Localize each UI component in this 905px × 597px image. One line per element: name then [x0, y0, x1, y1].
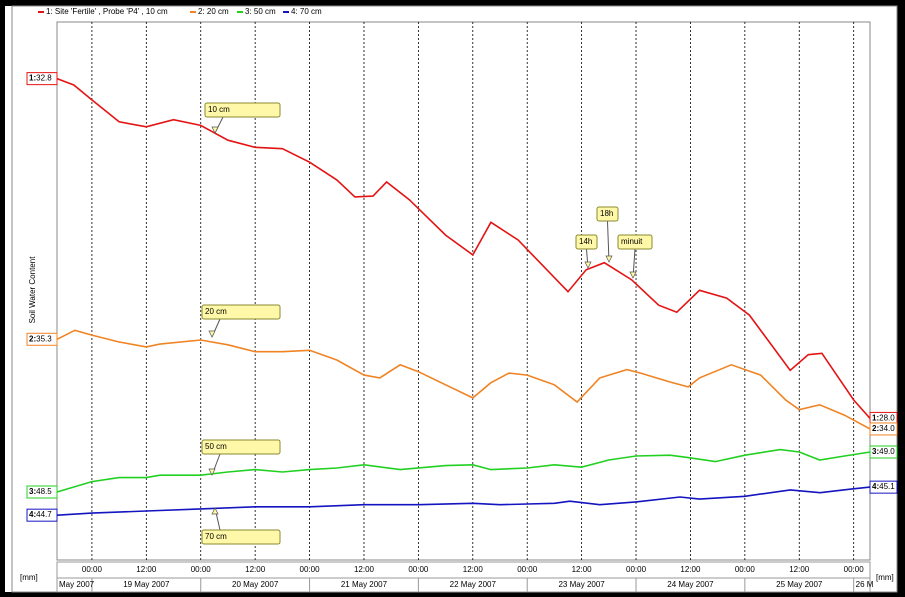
- date-label: 26 M: [856, 580, 874, 589]
- annotation-box: [201, 529, 281, 545]
- value-label: 2:35.3: [29, 334, 52, 343]
- x-tick-label: 12:00: [463, 565, 484, 574]
- annotation-box: [201, 439, 281, 455]
- annotation-box: [575, 234, 598, 250]
- x-tick-label: 00:00: [82, 565, 103, 574]
- value-label: 3:48.5: [29, 487, 52, 496]
- unit-right: [mm]: [876, 573, 894, 582]
- date-label: 23 May 2007: [558, 580, 605, 589]
- date-label: 19 May 2007: [123, 580, 170, 589]
- x-tick-label: 00:00: [300, 565, 321, 574]
- series-id: 1:: [29, 74, 36, 83]
- value-label-box: [869, 445, 898, 459]
- date-label: 22 May 2007: [450, 580, 497, 589]
- x-tick-label: 00:00: [844, 565, 865, 574]
- x-tick-label: 12:00: [354, 565, 375, 574]
- annotation-arrow: [208, 468, 216, 476]
- annotation-text: minuit: [621, 237, 643, 246]
- annotation-box: [617, 234, 653, 250]
- series-id: 3:: [872, 447, 879, 456]
- annotation-arrow: [211, 507, 219, 515]
- date-row: [56, 577, 871, 593]
- date-label: 25 May 2007: [776, 580, 823, 589]
- annotation-leader: [607, 220, 610, 263]
- series-id: 1:: [872, 414, 879, 423]
- date-label: 24 May 2007: [667, 580, 714, 589]
- x-tick-label: 12:00: [572, 565, 593, 574]
- series-id: 4:: [29, 510, 36, 519]
- annotation-arrow: [629, 271, 637, 279]
- value-label: 1:28.0: [872, 414, 895, 423]
- x-tick-label: 00:00: [626, 565, 647, 574]
- value-label: 4:44.7: [29, 510, 52, 519]
- x-tick-label: 00:00: [735, 565, 756, 574]
- value-label-box: [26, 332, 58, 346]
- x-tick-label: 00:00: [408, 565, 429, 574]
- legend-label: 2: 20 cm: [198, 7, 229, 16]
- x-tick-label: 00:00: [517, 565, 538, 574]
- value-label-box: [869, 422, 898, 436]
- plot-area: [56, 21, 871, 561]
- series-line: [56, 77, 871, 419]
- annotation-text: 10 cm: [208, 105, 230, 114]
- value-label: 4:45.1: [872, 482, 895, 491]
- legend-label: 3: 50 cm: [245, 7, 276, 16]
- value-label-box: [26, 72, 58, 86]
- value-text: 44.7: [36, 510, 52, 519]
- y-axis-label: Soil Water Content: [28, 256, 37, 324]
- legend-label: 4: 70 cm: [291, 7, 322, 16]
- value-text: 45.1: [879, 482, 895, 491]
- date-label: 20 May 2007: [232, 580, 279, 589]
- series-id: 4:: [872, 482, 879, 491]
- series-id: 2:: [872, 424, 879, 433]
- series-id: 2:: [29, 334, 36, 343]
- annotation-text: 70 cm: [205, 532, 227, 541]
- x-tick-label: 12:00: [136, 565, 157, 574]
- date-label: May 2007: [59, 580, 95, 589]
- value-text: 48.5: [36, 487, 52, 496]
- annotation-arrow: [605, 255, 613, 263]
- series-id: 3:: [29, 487, 36, 496]
- series-line: [56, 486, 871, 516]
- annotation-text: 50 cm: [205, 442, 227, 451]
- x-tick-label: 12:00: [680, 565, 701, 574]
- annotation-arrow: [211, 126, 219, 134]
- x-tick-label: 12:00: [789, 565, 810, 574]
- annotation-arrow: [584, 261, 592, 269]
- value-label-box: [26, 508, 58, 522]
- value-label-box: [26, 485, 58, 499]
- annotation-arrow: [208, 330, 216, 338]
- series-line: [56, 329, 871, 430]
- legend-label: 1: Site 'Fertile' , Probe 'P4' , 10 cm: [46, 7, 168, 16]
- value-text: 32.8: [36, 74, 52, 83]
- x-tick-label: 12:00: [245, 565, 266, 574]
- annotation-text: 14h: [579, 237, 592, 246]
- annotation-box: [201, 304, 281, 320]
- value-text: 28.0: [879, 414, 895, 423]
- value-text: 34.0: [879, 424, 895, 433]
- annotation-box: [204, 102, 281, 118]
- x-tick-label: 00:00: [191, 565, 212, 574]
- value-label: 3:49.0: [872, 447, 895, 456]
- series-line: [56, 448, 871, 493]
- value-label: 1:32.8: [29, 74, 52, 83]
- annotation-text: 18h: [600, 209, 613, 218]
- date-label: 21 May 2007: [341, 580, 388, 589]
- annotation-text: 20 cm: [205, 307, 227, 316]
- value-text: 35.3: [36, 334, 52, 343]
- value-text: 49.0: [879, 447, 895, 456]
- value-label-box: [869, 480, 898, 494]
- value-label: 2:34.0: [872, 424, 895, 433]
- unit-left: [mm]: [20, 573, 38, 582]
- annotation-box: [596, 206, 619, 222]
